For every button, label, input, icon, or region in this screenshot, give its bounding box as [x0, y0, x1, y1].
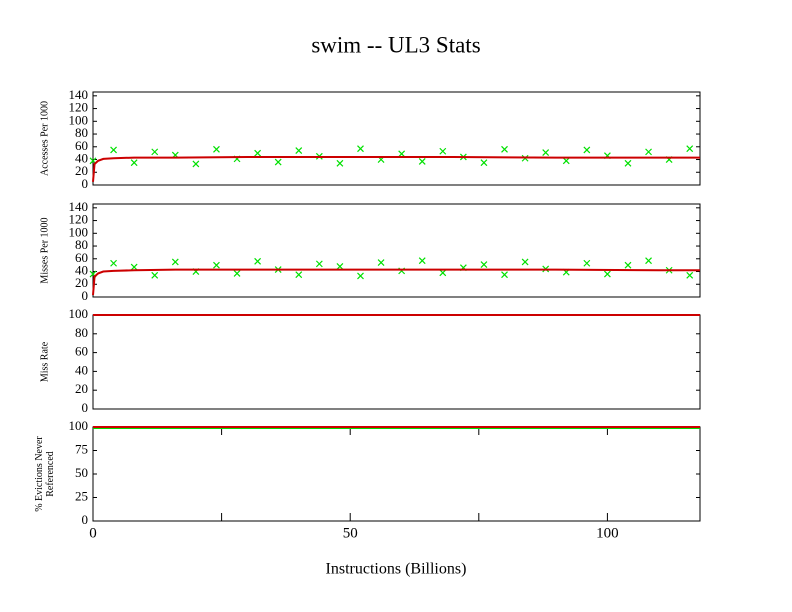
y-tick-label: 0	[82, 288, 89, 303]
scatter-point	[542, 149, 550, 156]
scatter-point	[336, 159, 344, 167]
y-tick-label: 60	[75, 250, 88, 265]
scatter-point	[213, 261, 220, 269]
scatter-point	[130, 159, 138, 167]
scatter-point	[686, 145, 694, 153]
y-axis-label: % Evictions Never	[34, 436, 45, 512]
y-tick-label: 0	[82, 512, 89, 527]
y-tick-label: 50	[75, 465, 88, 480]
scatter-point	[686, 271, 694, 279]
scatter-point	[110, 146, 118, 154]
y-tick-label: 20	[75, 381, 88, 396]
scatter-point	[295, 271, 303, 279]
scatter-point	[480, 261, 488, 268]
y-tick-label: 140	[69, 87, 89, 102]
plot-frame	[92, 203, 701, 298]
chart-title: swim -- UL3 Stats	[311, 32, 480, 57]
scatter-point	[583, 259, 591, 267]
data-line	[92, 268, 700, 296]
x-tick-label: 50	[343, 525, 358, 541]
x-tick-label: 100	[596, 525, 619, 541]
scatter-point	[645, 148, 652, 156]
scatter-point	[357, 145, 364, 153]
scatter-point	[624, 159, 632, 167]
scatter-point	[254, 149, 262, 157]
scatter-point	[645, 257, 652, 265]
y-tick-label: 120	[69, 212, 89, 227]
scatter-point	[295, 147, 303, 155]
scatter-point	[480, 159, 488, 167]
y-tick-label: 100	[69, 306, 89, 321]
scatter-point	[171, 258, 179, 266]
y-axis-label: Miss Rate	[39, 341, 50, 382]
y-tick-label: 40	[75, 151, 88, 166]
y-tick-label: 20	[75, 163, 88, 178]
scatter-point	[398, 150, 406, 158]
y-tick-label: 80	[75, 237, 88, 252]
plot-frame	[92, 314, 701, 410]
scatter-point	[501, 271, 508, 279]
y-tick-label: 60	[75, 344, 88, 359]
y-axis-label: Referenced	[45, 451, 56, 497]
y-tick-label: 80	[75, 125, 88, 140]
data-line	[92, 155, 700, 182]
scatter-point	[377, 259, 385, 267]
scatter-point	[521, 258, 529, 266]
y-tick-label: 40	[75, 362, 88, 377]
scatter-point	[130, 263, 138, 271]
scatter-point	[151, 271, 159, 279]
scatter-point	[583, 146, 591, 154]
y-tick-label: 0	[82, 400, 89, 415]
x-axis-label: Instructions (Billions)	[326, 561, 467, 578]
y-tick-label: 75	[75, 441, 88, 456]
scatter-point	[151, 148, 159, 156]
y-tick-label: 20	[75, 275, 88, 290]
scatter-point	[624, 261, 632, 269]
scatter-point	[110, 259, 118, 267]
scatter-point	[603, 270, 611, 278]
scatter-point	[315, 260, 323, 268]
scatter-point	[439, 269, 447, 277]
scatter-point	[213, 145, 220, 153]
scatter-point	[336, 263, 344, 270]
plot-frame	[92, 426, 701, 522]
y-axis-label: Misses Per 1000	[39, 217, 50, 283]
y-tick-label: 60	[75, 138, 88, 153]
scatter-point	[233, 270, 241, 277]
plot-frame	[92, 91, 701, 186]
scatter-point	[418, 257, 426, 265]
scatter-point	[501, 145, 508, 153]
y-tick-label: 120	[69, 100, 89, 115]
y-tick-label: 100	[69, 112, 89, 127]
scatter-point	[418, 158, 426, 165]
y-tick-label: 140	[69, 199, 89, 214]
y-tick-label: 25	[75, 488, 88, 503]
scatter-point	[357, 272, 364, 280]
y-tick-label: 100	[69, 418, 89, 433]
y-axis-label: Accesses Per 1000	[39, 101, 50, 176]
scatter-point	[562, 157, 570, 165]
y-tick-label: 100	[69, 224, 89, 239]
scatter-point	[254, 257, 262, 265]
y-tick-label: 40	[75, 263, 88, 278]
y-tick-label: 0	[82, 176, 89, 191]
scatter-point	[439, 147, 447, 155]
x-tick-label: 0	[89, 525, 97, 541]
scatter-point	[192, 160, 200, 168]
scatter-point	[274, 158, 282, 166]
y-tick-label: 80	[75, 325, 88, 340]
